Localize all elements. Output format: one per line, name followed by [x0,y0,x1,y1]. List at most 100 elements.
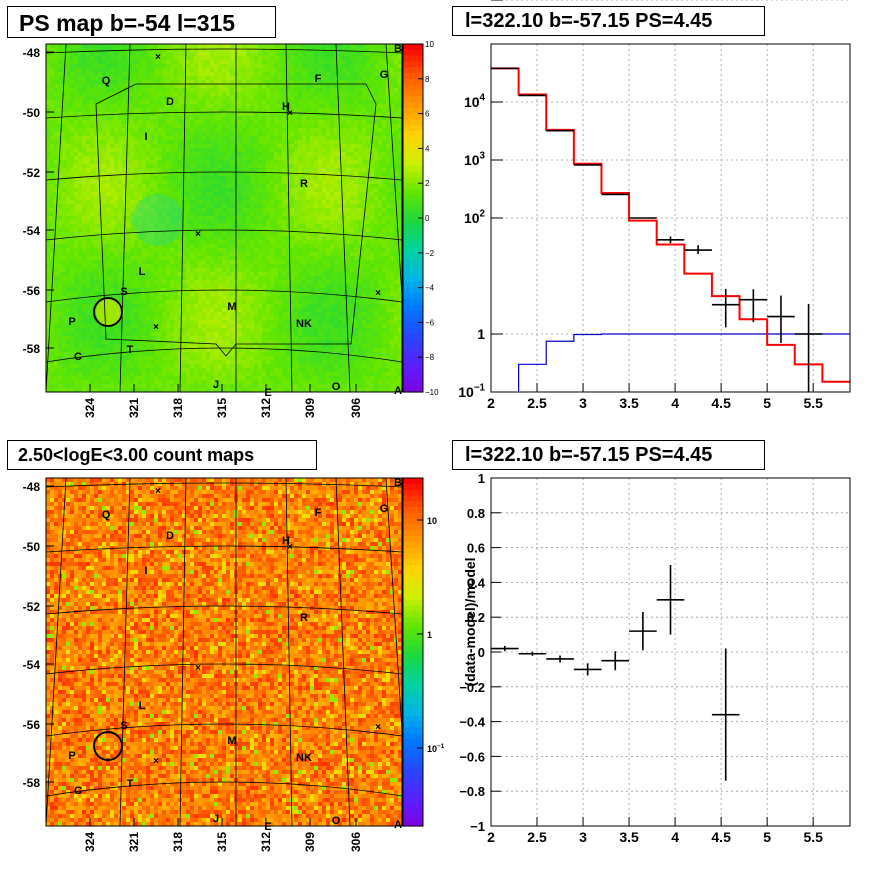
map-label-h: H [282,535,290,547]
spectrum-y-tick-label: 10−1 [458,383,485,400]
map-y-tick-label: -54 [23,224,41,238]
spectrum-x-tick-label: 5 [763,395,771,411]
colorbar-tick-label: −4 [425,284,435,293]
residual-y-tick-label: −0.8 [459,784,485,799]
residual-y-tick-label: 0.8 [467,506,485,521]
map-x-tick-label: 312 [259,832,273,852]
colorbar [402,477,424,827]
map-pixels [46,478,402,826]
map-label-m: M [227,301,236,313]
residual-y-tick-label: 1 [478,471,485,486]
residual-point [573,663,602,676]
map-x-tick-label: 324 [83,832,97,852]
map-y-tick-label: -48 [23,46,41,60]
map-x-tick-label: 324 [83,398,97,418]
map-label-s: S [120,286,127,298]
map-source-marker: × [375,288,381,299]
colorbar [402,43,424,393]
spectrum-title: l=322.10 b=-57.15 PS=4.45 [452,6,765,36]
map-x-tick-label: 309 [303,832,317,852]
map-frame [45,43,403,393]
map-source-marker: × [195,663,201,674]
residual-x-tick-label: 2 [487,829,495,845]
map-label-l: L [139,266,146,278]
map-label-q: Q [102,75,111,87]
colorbar-tick-label: −8 [425,353,435,362]
map-label-a: A [394,385,402,397]
map-pixels [46,44,402,392]
map-label-e: E [264,821,271,833]
map-source-marker: × [155,52,161,63]
residual-y-tick-label: −0.2 [459,680,485,695]
spectrum-y-tick-label: 103 [464,151,486,168]
map-source-marker: × [375,722,381,733]
spectrum-x-tick-label: 3 [579,395,587,411]
map-label-nk: NK [296,752,312,764]
spectrum-x-tick-label: 5.5 [803,395,823,411]
map-label-g: G [380,503,389,515]
residual-point [518,651,547,656]
map-label-f: F [315,507,322,519]
residual-point [546,655,574,663]
map-label-b: B [394,477,402,489]
map-label-c: C [74,351,82,363]
residual-point [656,565,685,635]
spectrum-x-tick-label: 4 [671,395,679,411]
residual-y-tick-label: 0 [478,645,485,660]
map-x-tick-label: 318 [171,398,185,418]
residual-grid [490,477,850,827]
map-x-tick-label: 315 [215,398,229,418]
colorbar-tick-label: 10 [425,40,434,49]
residual-x-tick-label: 4.5 [711,829,731,845]
residual-x-tick-label: 5.5 [803,829,823,845]
spectrum-x-tick-label: 4.5 [711,395,731,411]
map-label-m: M [227,735,236,747]
residual-point [629,611,657,651]
colorbar-frame [402,477,424,827]
map-label-e: E [264,387,271,399]
map-frame [45,477,403,827]
map-label-t: T [127,778,134,790]
map-source-marker: × [155,486,161,497]
colorbar-tick-label: 6 [425,110,430,119]
residual-point [491,645,519,652]
map-graticule [46,44,402,392]
residual-y-tick-label: −0.4 [459,715,485,730]
residual-y-tick-label: −1 [470,819,485,834]
colorbar-tick-label: −10 [425,388,439,397]
source-circle [93,731,123,761]
map-label-h: H [282,101,290,113]
map-label-p: P [68,750,75,762]
map-y-tick-label: -58 [23,342,41,356]
map-source-marker: × [287,108,293,119]
map-label-f: F [315,73,322,85]
map-source-marker: × [287,542,293,553]
colorbar-tick-label: −6 [425,318,435,327]
map-x-tick-label: 306 [349,832,363,852]
colorbar-tick-label: 10−1 [427,743,445,754]
spectrum-y-tick-label: 10 [469,0,485,3]
residual-x-tick-label: 2.5 [527,829,547,845]
map-bottom-title: 2.50<logE<3.00 count maps [7,440,317,470]
map-y-tick-label: -56 [23,284,41,298]
residual-y-tick-label: 0.6 [467,541,485,556]
map-y-tick-label: -56 [23,718,41,732]
residual-title: l=322.10 b=-57.15 PS=4.45 [452,440,765,470]
spectrum-x-tick-label: 2 [487,395,495,411]
map-label-l: L [139,700,146,712]
map-label-d: D [166,96,174,108]
spectrum-y-tick-label: 1 [477,326,485,342]
spectrum-y-tick-label: 104 [464,93,486,110]
colorbar-tick-label: −2 [425,249,435,258]
map-label-g: G [380,69,389,81]
map-label-i: I [144,565,147,577]
map-x-tick-label: 312 [259,398,273,418]
map-source-marker: × [195,229,201,240]
map-y-tick-label: -52 [23,600,41,614]
colorbar-tick-label: 1 [427,630,432,640]
map-label-i: I [144,131,147,143]
